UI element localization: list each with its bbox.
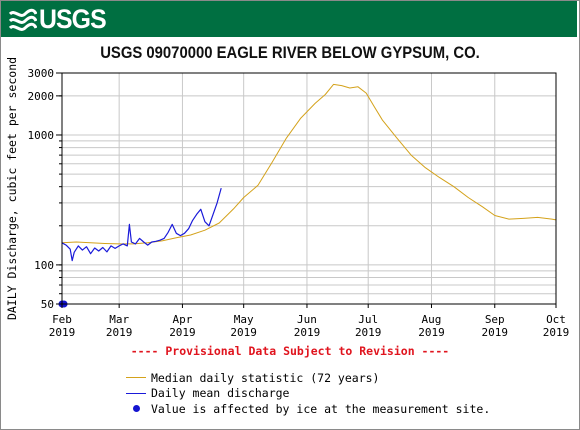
legend-item-daily-mean: Daily mean discharge [126,386,490,402]
x-tick-label-month: Jul [358,313,378,326]
legend-label-median: Median daily statistic (72 years) [151,370,380,385]
x-tick-label-month: Apr [173,313,193,326]
x-tick-label-month: Aug [422,313,442,326]
x-tick-label-month: Jun [297,313,317,326]
x-tick-label-year: 2019 [482,326,509,339]
usgs-header-banner: USGS [1,1,577,37]
x-tick-label-year: 2019 [169,326,196,339]
legend-label-daily-mean: Daily mean discharge [151,386,290,401]
legend-item-ice: Value is affected by ice at the measurem… [126,401,490,417]
y-tick-label: 2000 [28,90,55,103]
x-tick-label-month: Oct [546,313,566,326]
x-tick-label-year: 2019 [418,326,445,339]
y-axis-label: DAILY Discharge, cubic feet per second [5,57,19,320]
legend-swatch-daily-mean [126,392,146,394]
legend: Median daily statistic (72 years) Daily … [126,370,490,417]
provisional-notice: ---- Provisional Data Subject to Revisio… [130,344,450,358]
legend-item-median: Median daily statistic (72 years) [126,370,490,386]
x-tick-label-month: May [234,313,254,326]
usgs-logo-text: USGS [39,3,107,34]
plot-border [61,72,557,305]
chart-title: USGS 09070000 EAGLE RIVER BELOW GYPSUM, … [100,44,480,62]
ice-dot-icon [133,405,140,413]
plot-area [62,73,556,304]
x-tick-label-year: 2019 [355,326,382,339]
x-tick-label-year: 2019 [230,326,257,339]
legend-swatch-median [126,377,146,379]
grid-layer [61,72,557,305]
y-tick-label: 3000 [28,67,55,80]
x-tick-label-year: 2019 [106,326,133,339]
y-tick-label: 1000 [28,129,55,142]
x-tick-label-year: 2019 [543,326,570,339]
x-tick-label-year: 2019 [294,326,321,339]
x-tick-label-month: Mar [109,313,129,326]
legend-label-ice: Value is affected by ice at the measurem… [151,401,491,416]
y-tick-label: 100 [34,259,54,272]
x-tick-label-month: Feb [52,313,72,326]
ticks-layer: Feb2019Mar2019Apr2019May2019Jun2019Jul20… [28,67,570,339]
x-tick-label-year: 2019 [49,326,76,339]
daily-mean-discharge-line [61,187,222,262]
usgs-wave-icon [9,8,37,31]
y-tick-label: 50 [41,298,54,311]
y-axis-label-group: DAILY Discharge, cubic feet per second [5,57,19,320]
x-tick-label-month: Sep [485,313,505,326]
usgs-logo[interactable]: USGS [9,4,112,34]
